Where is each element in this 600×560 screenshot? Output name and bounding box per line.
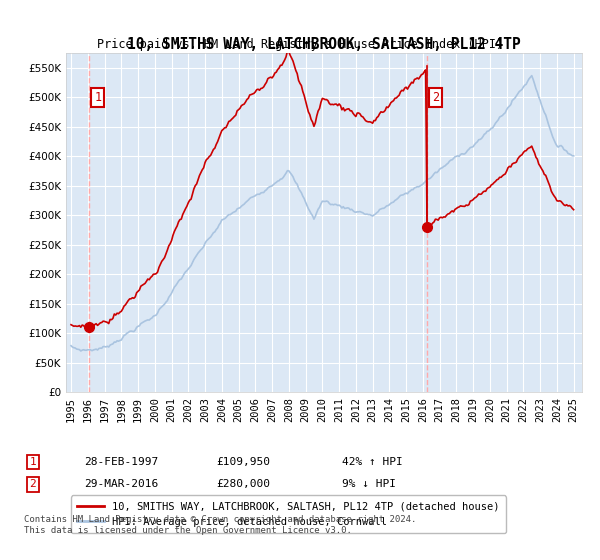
Title: 10, SMITHS WAY, LATCHBROOK, SALTASH, PL12 4TP: 10, SMITHS WAY, LATCHBROOK, SALTASH, PL1… xyxy=(127,37,521,52)
Text: 1: 1 xyxy=(94,91,101,104)
Text: 2: 2 xyxy=(432,91,439,104)
Text: £280,000: £280,000 xyxy=(216,479,270,489)
Text: 29-MAR-2016: 29-MAR-2016 xyxy=(84,479,158,489)
Text: 9% ↓ HPI: 9% ↓ HPI xyxy=(342,479,396,489)
Text: Price paid vs. HM Land Registry's House Price Index (HPI): Price paid vs. HM Land Registry's House … xyxy=(97,38,503,50)
Text: 1: 1 xyxy=(29,457,37,467)
Text: 42% ↑ HPI: 42% ↑ HPI xyxy=(342,457,403,467)
Text: Contains HM Land Registry data © Crown copyright and database right 2024.
This d: Contains HM Land Registry data © Crown c… xyxy=(24,515,416,535)
Text: £109,950: £109,950 xyxy=(216,457,270,467)
Text: 2: 2 xyxy=(29,479,37,489)
Text: 28-FEB-1997: 28-FEB-1997 xyxy=(84,457,158,467)
Legend: 10, SMITHS WAY, LATCHBROOK, SALTASH, PL12 4TP (detached house), HPI: Average pri: 10, SMITHS WAY, LATCHBROOK, SALTASH, PL1… xyxy=(71,496,506,533)
